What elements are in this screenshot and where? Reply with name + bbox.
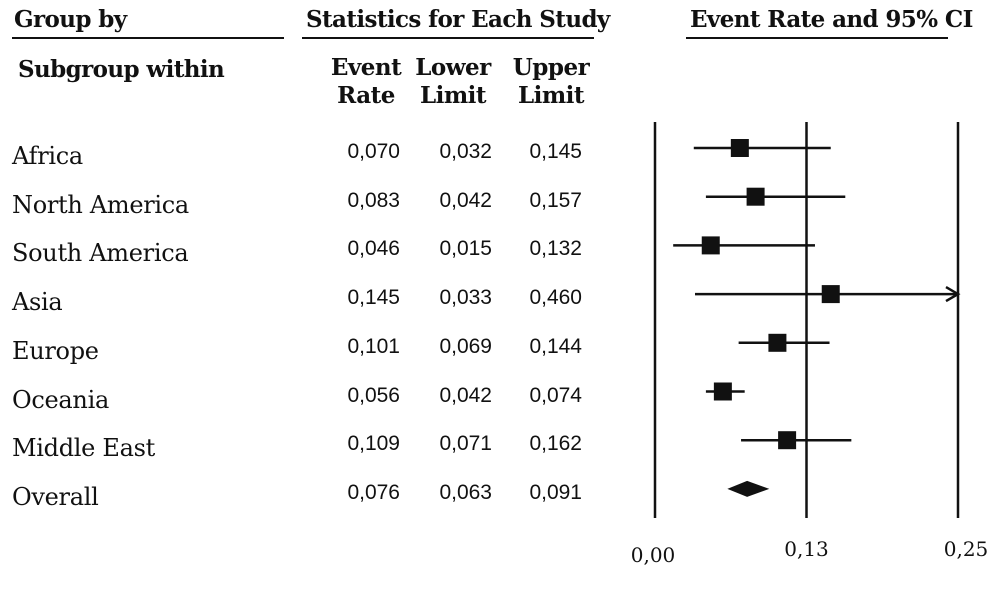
col-event-rate-line2: Rate <box>337 82 395 109</box>
plot-title-rule <box>686 37 948 39</box>
plot-title: Event Rate and 95% CI <box>690 6 973 33</box>
point-estimate-square <box>746 187 765 206</box>
upper-limit-cell: 0,132 <box>529 237 582 261</box>
upper-limit-cell: 0,145 <box>529 140 582 163</box>
row-label: Oceania <box>12 385 109 414</box>
point-estimate-square <box>713 382 732 401</box>
row-label: Africa <box>12 142 83 170</box>
group-by-header: Group by <box>14 6 127 33</box>
point-estimate-square <box>730 139 749 157</box>
col-event-rate: Event Rate <box>326 54 406 110</box>
event-rate-cell: 0,056 <box>347 383 400 407</box>
lower-limit-cell: 0,033 <box>439 286 492 310</box>
lower-limit-cell: 0,032 <box>439 140 492 163</box>
lower-limit-cell: 0,042 <box>439 383 492 407</box>
x-tick-label: 0,25 <box>944 537 989 561</box>
statistics-header: Statistics for Each Study <box>306 6 610 33</box>
upper-limit-cell: 0,144 <box>529 334 582 358</box>
lower-limit-cell: 0,071 <box>439 432 492 456</box>
point-estimate-square <box>768 333 787 352</box>
overall-diamond <box>727 480 770 497</box>
upper-limit-cell: 0,460 <box>529 286 582 310</box>
event-rate-cell: 0,076 <box>347 480 400 504</box>
col-upper-limit-line2: Limit <box>517 82 585 109</box>
upper-limit-cell: 0,162 <box>529 432 582 456</box>
lower-limit-cell: 0,042 <box>439 188 492 212</box>
row-label: Overall <box>12 482 99 511</box>
event-rate-cell: 0,109 <box>347 432 400 456</box>
row-label: Middle East <box>12 434 155 463</box>
point-estimate-square <box>701 236 720 255</box>
row-label: North America <box>12 190 189 219</box>
row-label: South America <box>12 239 189 268</box>
upper-limit-cell: 0,091 <box>529 480 582 504</box>
group-by-rule <box>12 37 284 39</box>
ci-arrow <box>945 286 961 303</box>
col-lower-limit-line2: Limit <box>419 82 487 109</box>
col-upper-limit: Upper Limit <box>510 54 592 110</box>
col-lower-limit-line1: Lower <box>415 54 491 81</box>
col-upper-limit-line1: Upper <box>512 54 590 81</box>
event-rate-cell: 0,083 <box>347 188 400 212</box>
upper-limit-cell: 0,074 <box>529 383 582 407</box>
event-rate-cell: 0,101 <box>347 334 400 358</box>
point-estimate-square <box>821 285 840 304</box>
x-tick-label: 0,13 <box>784 537 829 561</box>
x-tick-label: 0,00 <box>631 543 676 567</box>
event-rate-cell: 0,145 <box>347 286 400 310</box>
row-label: Asia <box>12 288 63 317</box>
col-lower-limit: Lower Limit <box>412 54 494 110</box>
row-label: Europe <box>12 336 99 365</box>
point-estimate-square <box>778 431 797 450</box>
subgroup-header: Subgroup within <box>18 56 225 83</box>
event-rate-cell: 0,070 <box>347 140 400 163</box>
upper-limit-cell: 0,157 <box>529 188 582 212</box>
col-event-rate-line1: Event <box>330 54 402 81</box>
lower-limit-cell: 0,069 <box>439 334 492 358</box>
statistics-rule <box>302 37 594 39</box>
event-rate-cell: 0,046 <box>347 237 400 261</box>
lower-limit-cell: 0,063 <box>439 480 492 504</box>
lower-limit-cell: 0,015 <box>439 237 492 261</box>
